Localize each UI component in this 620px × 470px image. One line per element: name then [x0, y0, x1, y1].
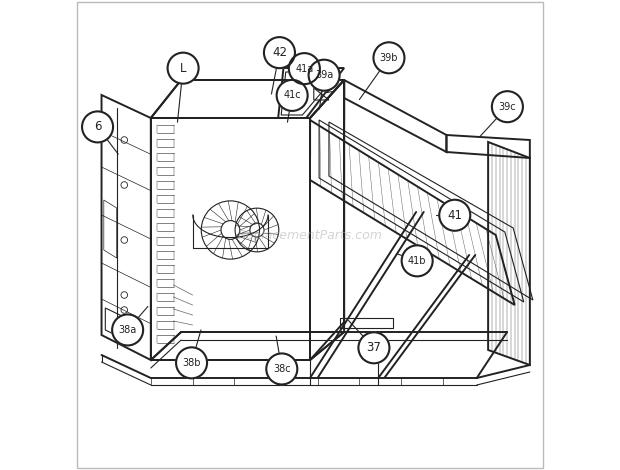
Circle shape [402, 245, 433, 276]
Text: 41a: 41a [295, 63, 314, 74]
Text: 6: 6 [94, 120, 101, 133]
Text: 41: 41 [447, 209, 463, 222]
Text: 39c: 39c [498, 102, 516, 112]
Circle shape [264, 37, 295, 68]
Text: ReplacementParts.com: ReplacementParts.com [237, 228, 383, 242]
Text: 39b: 39b [379, 53, 398, 63]
Circle shape [82, 111, 113, 142]
Circle shape [358, 332, 389, 363]
Circle shape [266, 353, 298, 384]
Circle shape [309, 60, 340, 91]
Text: 41b: 41b [408, 256, 427, 266]
Circle shape [373, 42, 404, 73]
Text: 38a: 38a [118, 325, 137, 335]
Circle shape [277, 80, 308, 111]
Circle shape [439, 200, 470, 231]
Text: 41c: 41c [283, 90, 301, 101]
Text: 37: 37 [366, 341, 381, 354]
Circle shape [167, 53, 198, 84]
Circle shape [112, 314, 143, 345]
Text: 38b: 38b [182, 358, 201, 368]
Text: L: L [180, 62, 187, 75]
Text: 38c: 38c [273, 364, 291, 374]
Text: 42: 42 [272, 46, 287, 59]
Circle shape [176, 347, 207, 378]
Circle shape [289, 53, 320, 84]
Circle shape [492, 91, 523, 122]
Text: 39a: 39a [315, 70, 333, 80]
